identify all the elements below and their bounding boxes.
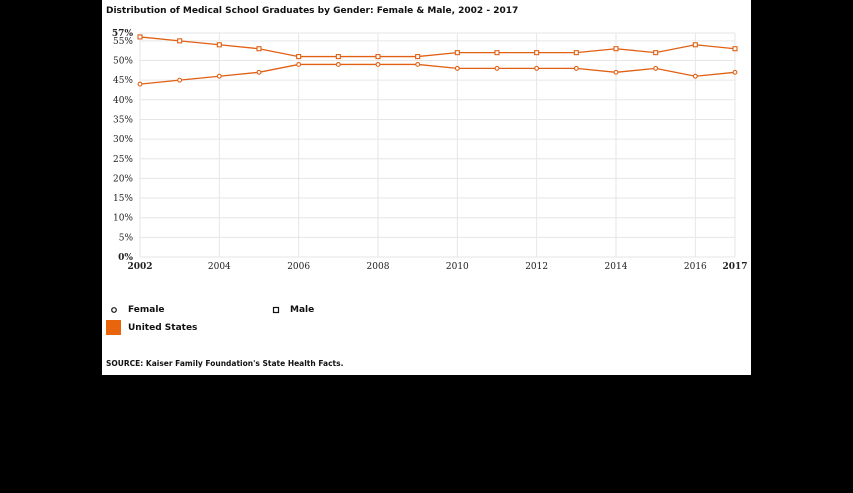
- y-axis-ticks: 0% 5% 10% 15% 20% 25% 30% 35% 40% 45% 50% 55%57%: [112, 29, 134, 263]
- female-data-point: [256, 69, 262, 75]
- female-data-point: [732, 69, 738, 75]
- female-data-point: [573, 65, 579, 71]
- male-series-line: [139, 36, 736, 58]
- female-series-line: [139, 63, 736, 85]
- series-lines: [139, 36, 736, 85]
- y-tick-label: 30%: [113, 135, 133, 145]
- y-tick-label: 50%: [113, 57, 133, 67]
- y-tick-label: 57%: [112, 29, 134, 39]
- male-data-point: [256, 46, 262, 52]
- line-chart: 0% 5% 10% 15% 20% 25% 30% 35% 40% 45% 50% 55%57% 20…: [112, 29, 748, 272]
- male-data-point: [296, 54, 302, 60]
- male-data-point: [375, 54, 381, 60]
- y-tick-label: 35%: [113, 115, 133, 125]
- female-data-point: [375, 61, 381, 67]
- male-data-point: [692, 42, 698, 48]
- y-tick-label: 45%: [113, 76, 133, 86]
- female-data-point: [454, 65, 460, 71]
- y-tick-label: 15%: [113, 194, 133, 204]
- square-marker-icon: [272, 306, 280, 314]
- x-tick-label: 2016: [684, 262, 707, 272]
- male-data-point: [494, 50, 500, 56]
- y-tick-label: 55%: [113, 37, 133, 47]
- female-data-point: [613, 69, 619, 75]
- male-data-point: [454, 50, 460, 56]
- female-data-point: [177, 77, 183, 83]
- x-tick-label: 2010: [446, 262, 469, 272]
- x-tick-label: 2017: [722, 262, 747, 272]
- x-tick-label: 2012: [525, 262, 548, 272]
- male-data-point: [177, 38, 183, 44]
- female-data-point: [494, 65, 500, 71]
- male-data-point: [415, 54, 421, 60]
- y-tick-label: 25%: [113, 155, 133, 165]
- legend-female[interactable]: Female: [110, 305, 165, 315]
- female-data-point: [137, 81, 143, 87]
- y-tick-label: 10%: [113, 214, 133, 224]
- male-data-point: [216, 42, 222, 48]
- y-tick-label: 5%: [119, 233, 134, 243]
- x-axis-ticks: 2002 2004 2006 2008 2010 2012 2014 2016 2017: [127, 262, 747, 272]
- legend-male-label: Male: [290, 305, 315, 315]
- male-data-point: [573, 50, 579, 56]
- male-data-point: [137, 34, 143, 40]
- chart-title: Distribution of Medical School Graduates…: [106, 6, 519, 16]
- y-tick-label: 0%: [118, 253, 133, 263]
- x-tick-label: 2014: [605, 262, 628, 272]
- x-tick-label: 2006: [287, 262, 310, 272]
- y-tick-label: 20%: [113, 174, 133, 184]
- female-data-point: [335, 61, 341, 67]
- circle-marker-icon: [111, 307, 117, 313]
- male-data-point: [534, 50, 540, 56]
- female-data-point: [653, 65, 659, 71]
- y-tick-label: 40%: [113, 96, 133, 106]
- legend-location[interactable]: United States: [106, 320, 197, 335]
- x-tick-label: 2004: [208, 262, 231, 272]
- series-markers: [137, 34, 738, 87]
- female-data-point: [415, 61, 421, 67]
- male-data-point: [613, 46, 619, 52]
- location-color-swatch: [106, 320, 121, 335]
- female-data-point: [534, 65, 540, 71]
- x-tick-label: 2008: [367, 262, 390, 272]
- chart-panel: Distribution of Medical School Graduates…: [102, 0, 751, 375]
- male-data-point: [653, 50, 659, 56]
- source-note: SOURCE: Kaiser Family Foundation's State…: [106, 359, 344, 368]
- x-tick-label: 2002: [127, 262, 152, 272]
- legend-male[interactable]: Male: [272, 305, 314, 315]
- female-data-point: [692, 73, 698, 79]
- male-data-point: [732, 46, 738, 52]
- male-data-point: [335, 54, 341, 60]
- female-data-point: [296, 61, 302, 67]
- legend-female-label: Female: [128, 305, 165, 315]
- female-data-point: [216, 73, 222, 79]
- legend-location-label: United States: [128, 322, 198, 333]
